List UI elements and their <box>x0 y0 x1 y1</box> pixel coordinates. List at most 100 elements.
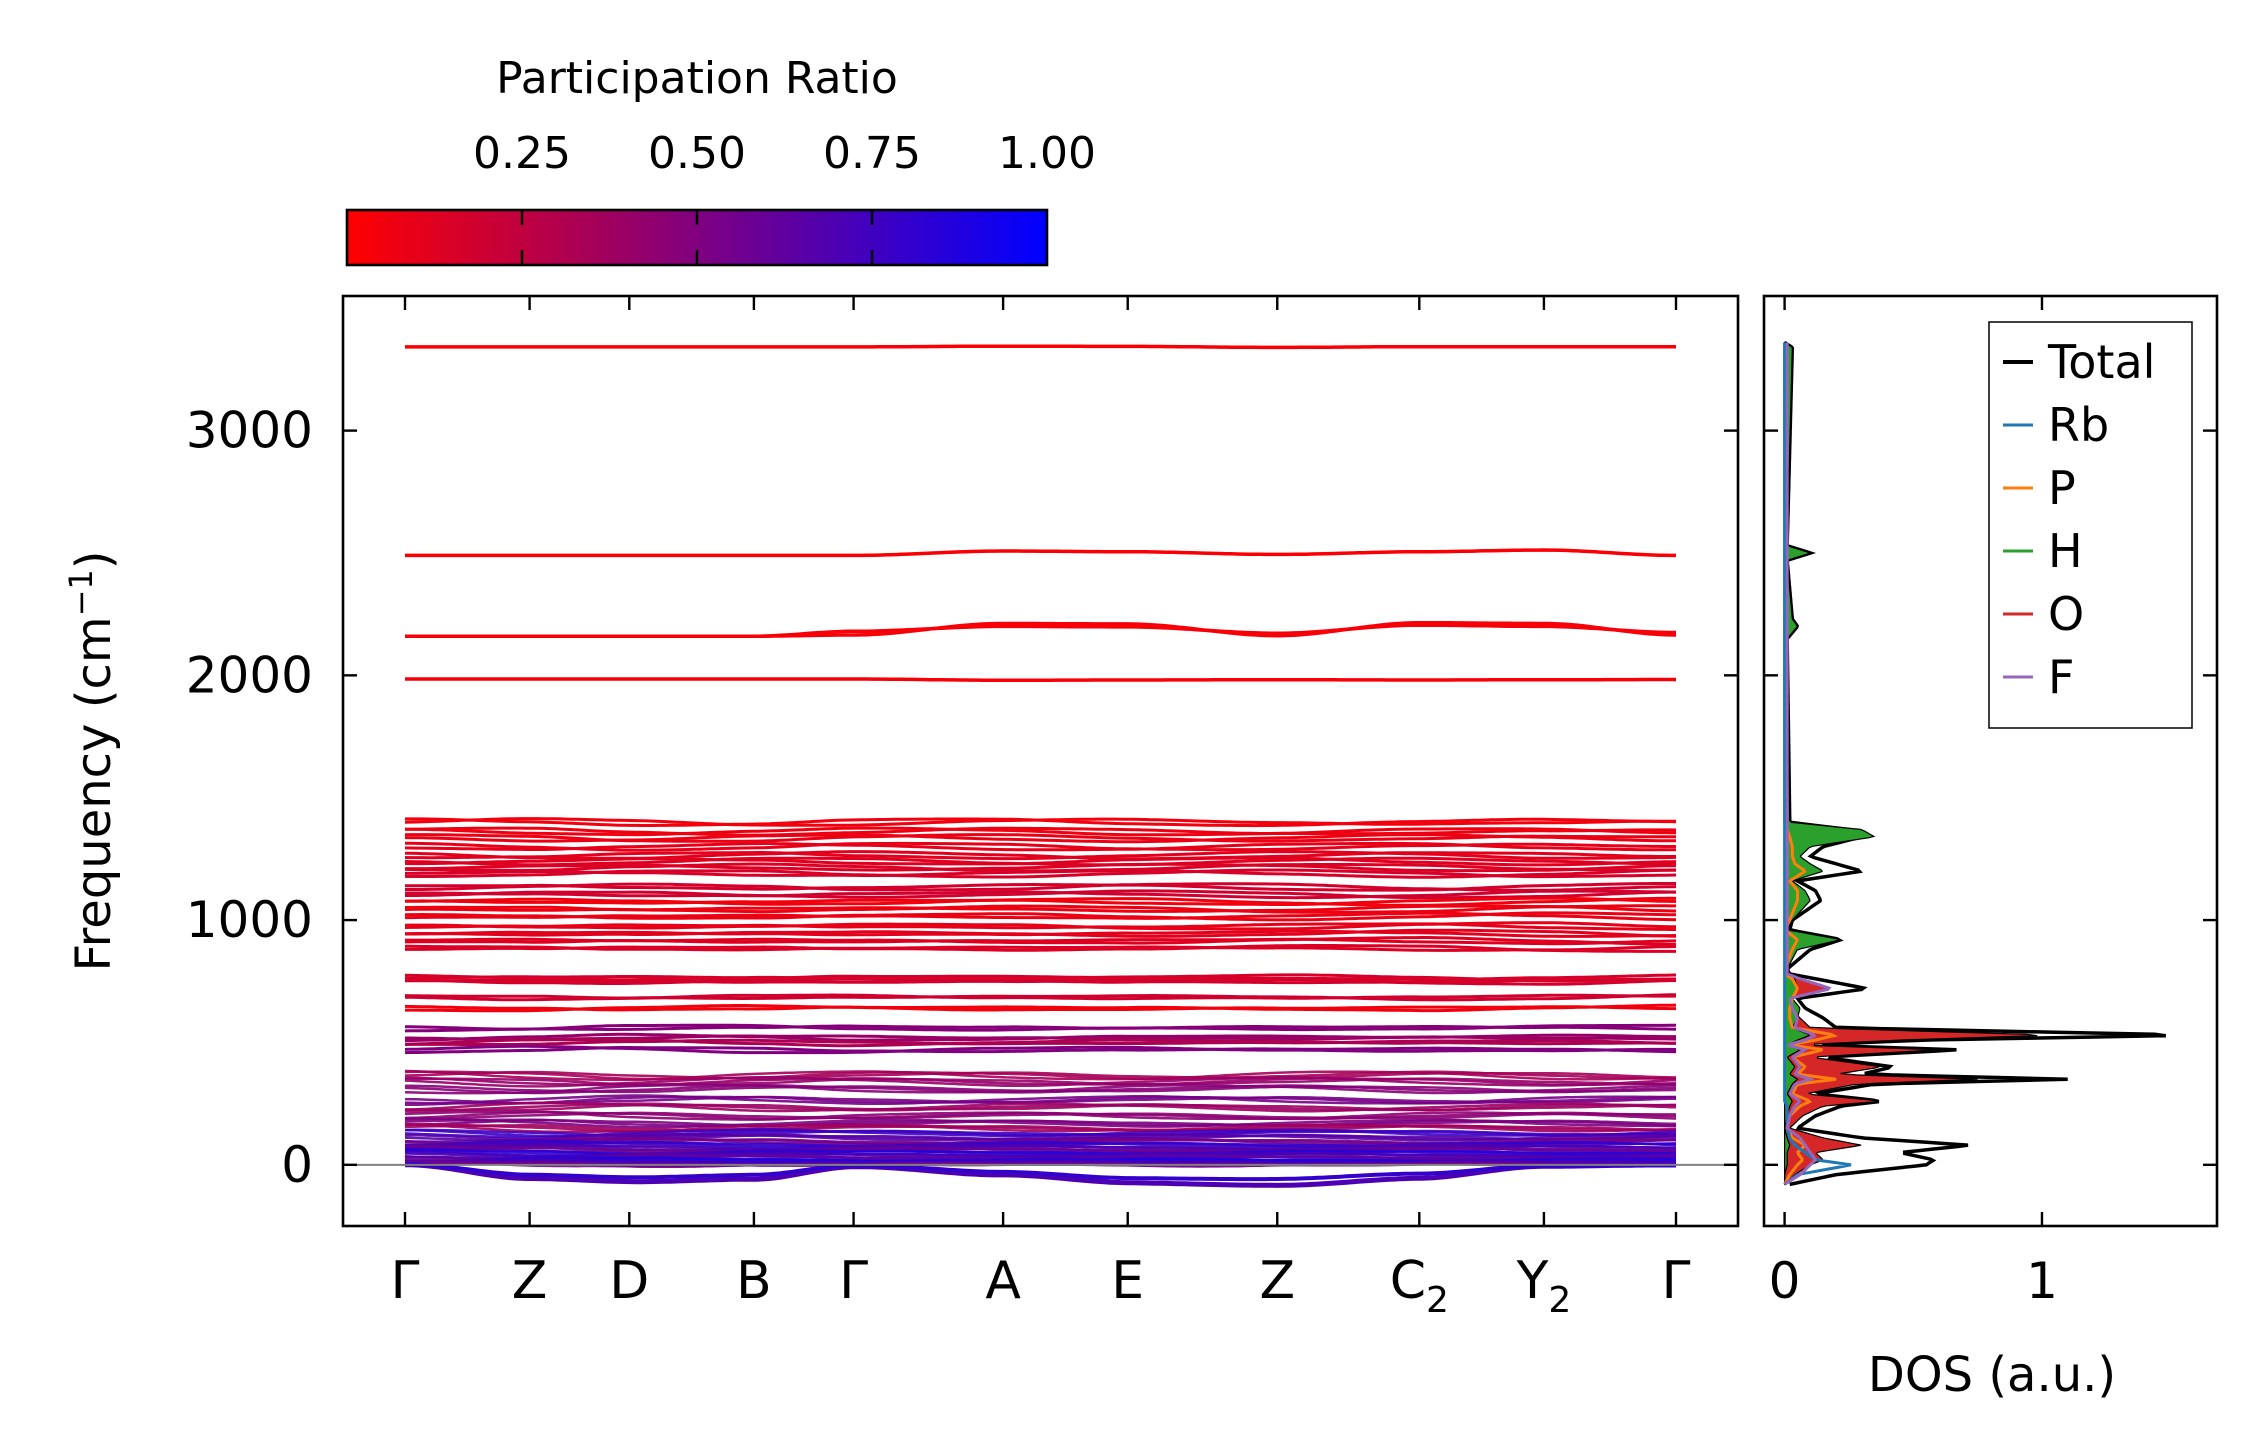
colorbar-ticks: 0.25 0.50 0.75 1.00 <box>473 128 1096 265</box>
kpoint-label-main: Γ <box>1662 1251 1691 1311</box>
band-line <box>404 1023 1677 1033</box>
band-line <box>404 1076 1677 1087</box>
kpoint-label-main: C <box>1390 1251 1426 1311</box>
kpoint-label: Z <box>512 1251 548 1311</box>
kpoint-label: E <box>1111 1251 1144 1311</box>
band-line <box>405 944 1676 953</box>
dos-x-tick-label: 1 <box>2026 1252 2058 1310</box>
band-line <box>404 841 1677 852</box>
legend-label-rb: Rb <box>2048 398 2109 452</box>
band-line <box>405 911 1677 922</box>
band-line <box>404 922 1676 931</box>
band-line <box>405 826 1676 837</box>
band-line <box>404 850 1677 861</box>
y-tick-label: 2000 <box>186 646 313 704</box>
band-line <box>405 929 1677 938</box>
y-axis-label-end: ) <box>66 550 122 569</box>
band-line <box>404 856 1677 867</box>
legend-label-o: O <box>2048 587 2084 641</box>
legend-label-f: F <box>2048 650 2074 704</box>
band-line <box>405 817 1677 828</box>
band-line <box>404 1083 1677 1095</box>
kpoint-label: Γ <box>839 1251 868 1311</box>
band-line <box>405 862 1677 873</box>
band-line <box>404 1132 1677 1143</box>
band-line <box>405 993 1676 1002</box>
colorbar-tick-label: 0.25 <box>473 128 571 179</box>
band-line <box>404 1084 1677 1095</box>
band-line <box>404 977 1676 985</box>
band-line <box>405 1117 1676 1129</box>
band-axes-frame <box>341 294 1740 1228</box>
kpoint-label-main: Y <box>1516 1251 1549 1311</box>
colorbar-tick-label: 0.75 <box>823 128 921 179</box>
colorbar-tick-label: 1.00 <box>998 128 1096 179</box>
kpoint-label: B <box>736 1251 772 1311</box>
colorbar-tick-label: 0.50 <box>648 128 746 179</box>
band-line <box>405 623 1676 638</box>
dos-x-axis-label: DOS (a.u.) <box>1868 1347 2116 1403</box>
band-line <box>405 868 1677 879</box>
y-axis-label-sup: −1 <box>62 569 100 616</box>
kpoint-label-main: A <box>985 1251 1021 1311</box>
legend-label-h: H <box>2048 524 2083 578</box>
band-line <box>404 1003 1677 1013</box>
y-tick-label: 1000 <box>186 891 313 949</box>
dos-line-f <box>1783 342 1832 1186</box>
band-line <box>405 889 1677 900</box>
y-axis-label-main: Frequency (cm <box>66 616 122 971</box>
band-line <box>404 1101 1677 1113</box>
y-tick-label: 3000 <box>186 402 313 460</box>
band-line <box>404 833 1676 844</box>
band-line <box>405 944 1677 952</box>
band-line <box>405 344 1676 350</box>
band-line <box>405 937 1677 946</box>
band-line <box>404 911 1677 922</box>
kpoint-label-sub: 2 <box>1548 1280 1571 1321</box>
kpoint-label: C2 <box>1390 1251 1449 1321</box>
band-line <box>405 548 1676 558</box>
band-line <box>404 1075 1677 1088</box>
band-line <box>405 1162 1676 1182</box>
y-tick-label: 0 <box>281 1136 313 1194</box>
band-line <box>405 1004 1676 1013</box>
legend-label-p: P <box>2048 461 2076 515</box>
band-line <box>404 826 1677 837</box>
kpoint-label-main: D <box>609 1251 649 1311</box>
band-line <box>404 904 1677 913</box>
dos-line-rb <box>1783 342 1852 1186</box>
colorbar-title: Participation Ratio <box>496 53 898 104</box>
band-line <box>404 1123 1677 1134</box>
kpoint-label: A <box>985 1251 1021 1311</box>
legend-label-total: Total <box>2047 335 2155 389</box>
band-line <box>405 677 1676 682</box>
kpoint-label: Z <box>1259 1251 1295 1311</box>
band-line <box>404 1038 1676 1046</box>
band-line <box>404 1139 1677 1150</box>
band-line <box>404 1032 1677 1043</box>
dos-axes-frame <box>1762 294 2219 1228</box>
kpoint-label-main: B <box>736 1251 772 1311</box>
kpoint-label-main: Z <box>1259 1251 1295 1311</box>
band-line <box>405 882 1676 892</box>
colorbar: Participation Ratio 0.25 0.50 0.75 1.00 <box>345 53 1096 267</box>
kpoint-label-main: E <box>1111 1251 1144 1311</box>
kpoint-label-main: Z <box>512 1251 548 1311</box>
band-line <box>404 1070 1677 1081</box>
kpoint-label-sub: 2 <box>1426 1280 1449 1321</box>
dos-x-tick-label: 0 <box>1769 1252 1801 1310</box>
legend-box <box>1988 321 2193 729</box>
band-line <box>404 896 1677 906</box>
band-line <box>404 1037 1677 1048</box>
kpoint-label-main: Γ <box>391 1251 420 1311</box>
band-line <box>404 1110 1677 1121</box>
kpoint-label-main: Γ <box>839 1251 868 1311</box>
kpoint-label: Γ <box>391 1251 420 1311</box>
